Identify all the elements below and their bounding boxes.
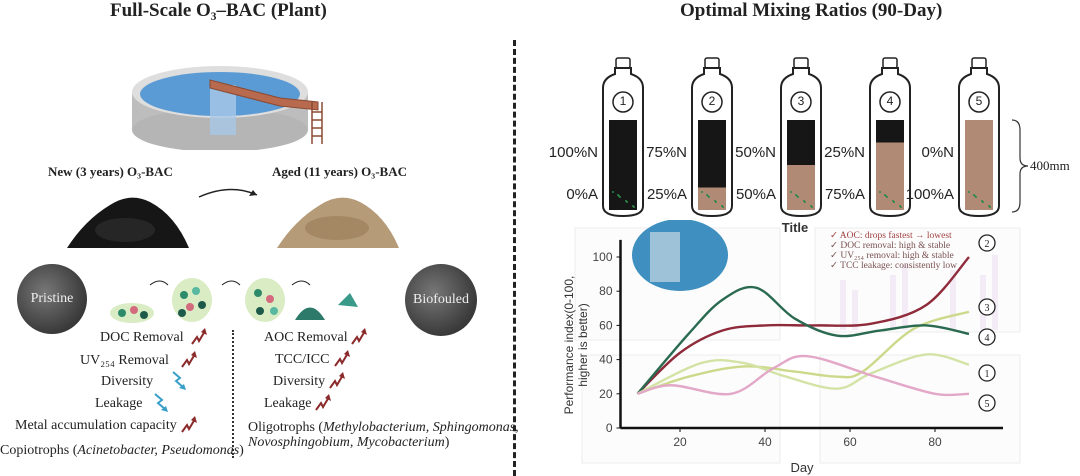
y-tick-label: 60 xyxy=(599,318,613,332)
new-effect-label: DOC Removal xyxy=(100,330,184,345)
copiotrophs-genera: Acinetobacter, Pseudomonas xyxy=(77,443,240,458)
series-line-4 xyxy=(636,285,970,395)
aged-carbon-ratio: 25%A xyxy=(646,186,687,203)
chart-annotation: ✓ AOC: drops fastest → lowest xyxy=(830,230,952,241)
biofilm-development-illustration xyxy=(110,278,358,323)
filter-column-2 xyxy=(691,57,733,218)
column-number: 4 xyxy=(886,94,894,108)
x-tick-label: 60 xyxy=(843,435,857,449)
biofouled-label: Biofouled xyxy=(413,292,469,307)
pristine-sem-image: Pristine xyxy=(17,264,87,334)
column-number: 1 xyxy=(619,94,627,108)
copiotrophs-text: Copiotrophs (Acinetobacter, Pseudomonas) xyxy=(0,443,244,459)
aged-effect-label: Leakage xyxy=(264,396,312,411)
series-label: 3 xyxy=(985,303,990,314)
pristine-label: Pristine xyxy=(30,291,74,306)
series-label: 4 xyxy=(985,333,990,344)
series-marker-2 xyxy=(978,234,996,252)
height-label: 400mm xyxy=(1030,158,1070,173)
trend-up-icon xyxy=(180,349,200,376)
oligotrophs-genera-2: Novosphingobium, Mycobacterium xyxy=(248,435,445,450)
x-tick-label: 80 xyxy=(928,435,942,449)
chart-annotation: ✓ DOC removal: high & stable xyxy=(830,241,950,251)
filter-column-1 xyxy=(602,57,644,218)
trend-down-icon xyxy=(152,392,172,419)
y-tick-label: 40 xyxy=(599,353,613,367)
aged-carbon-ratio: 100%A xyxy=(905,186,954,203)
filter-column-4 xyxy=(869,57,911,218)
new-carbon-pile-icon xyxy=(67,197,189,248)
aged-carbon-ratio: 50%A xyxy=(735,186,776,203)
trend-up-icon xyxy=(190,326,210,353)
performance-chart: 0 20 40 60 80 100 20 40 60 80 Day Title Performance … xyxy=(562,220,1021,475)
new-carbon-ratio: 0%N xyxy=(921,144,954,161)
aged-effect-label: AOC Removal xyxy=(264,330,348,345)
column-number: 5 xyxy=(975,94,983,108)
trend-up-icon xyxy=(333,348,353,375)
aged-effect-label: Diversity xyxy=(273,374,326,389)
trend-up-icon xyxy=(328,370,348,397)
x-tick-label: 40 xyxy=(758,435,772,449)
biofouled-sem-image: Biofouled xyxy=(405,264,477,336)
series-line-2 xyxy=(636,256,970,395)
new-effect-label: Diversity xyxy=(101,374,154,389)
y-tick-label: 80 xyxy=(599,284,613,298)
trend-up-icon xyxy=(314,392,334,419)
copiotrophs-suffix: ) xyxy=(239,443,244,458)
oligotrophs-text: Oligotrophs (Methylobacterium, Sphingomo… xyxy=(248,420,519,436)
panel-divider xyxy=(513,40,516,476)
new-carbon-ratio: 25%N xyxy=(824,144,865,161)
y-tick-label: 20 xyxy=(599,387,613,401)
series-label: 1 xyxy=(985,369,990,380)
aged-carbon-ratio: 0%A xyxy=(566,186,598,203)
chart-title: Title xyxy=(782,220,809,235)
series-line-3 xyxy=(637,310,970,395)
section-divider xyxy=(232,330,234,458)
oligotrophs-genera-1: Methylobacterium, Sphingomonas, xyxy=(323,420,519,435)
left-panel-title: Full-Scale O₃–BAC (Plant) xyxy=(110,0,327,21)
oligotrophs-text-line2: Novosphingobium, Mycobacterium) xyxy=(248,435,449,451)
y-tick-label: 0 xyxy=(606,421,613,435)
new-carbon-ratio: 100%N xyxy=(548,144,598,161)
chart-annotation: ✓ TCC leakage: consistently low xyxy=(830,261,957,271)
series-marker-5 xyxy=(978,394,996,412)
right-panel-title: Optimal Mixing Ratios (90-Day) xyxy=(680,0,943,21)
new-effect-label: Metal accumulation capacity xyxy=(15,418,177,433)
aged-effect-label: TCC/ICC xyxy=(275,352,330,367)
brace-icon xyxy=(1011,119,1029,213)
new-carbon-ratio: 50%N xyxy=(735,144,776,161)
column-number: 2 xyxy=(708,94,716,108)
series-label: 2 xyxy=(985,239,990,250)
aged-carbon-pile-icon xyxy=(277,197,399,248)
oligotrophs-suffix: ) xyxy=(444,435,450,450)
series-line-5 xyxy=(637,354,970,397)
y-tick-label: 100 xyxy=(592,250,612,264)
trend-down-icon xyxy=(170,370,190,397)
filter-column-3 xyxy=(780,57,822,218)
filter-column-5 xyxy=(958,57,1000,218)
aged-bac-label: Aged (11 years) O₃-BAC xyxy=(272,164,407,179)
new-effect-label: UV₂₅₄ Removal xyxy=(80,353,169,368)
column-number: 3 xyxy=(797,94,805,108)
series-marker-3 xyxy=(978,298,996,316)
chart-annotation: ✓ UV₂₅₄ removal: high & stable xyxy=(830,251,954,261)
series-label: 5 xyxy=(985,399,990,410)
new-carbon-ratio: 75%N xyxy=(646,144,687,161)
series-marker-4 xyxy=(978,328,996,346)
oligotrophs-prefix: Oligotrophs ( xyxy=(248,420,324,435)
arrow-icon xyxy=(198,188,258,198)
trend-up-icon xyxy=(350,326,370,353)
series-marker-1 xyxy=(978,364,996,382)
aged-carbon-ratio: 75%A xyxy=(824,186,865,203)
x-axis-label: Day xyxy=(790,460,814,475)
new-bac-label: New (3 years) O₃-BAC xyxy=(48,164,173,179)
copiotrophs-prefix: Copiotrophs ( xyxy=(0,443,78,458)
series-line-1 xyxy=(636,353,970,395)
y-axis-label: Performance index(0-100,higher is better… xyxy=(562,276,590,415)
x-tick-label: 20 xyxy=(673,435,687,449)
treatment-tank-illustration xyxy=(132,66,323,150)
new-effect-label: Leakage xyxy=(95,396,143,411)
trend-up-icon xyxy=(180,414,200,441)
